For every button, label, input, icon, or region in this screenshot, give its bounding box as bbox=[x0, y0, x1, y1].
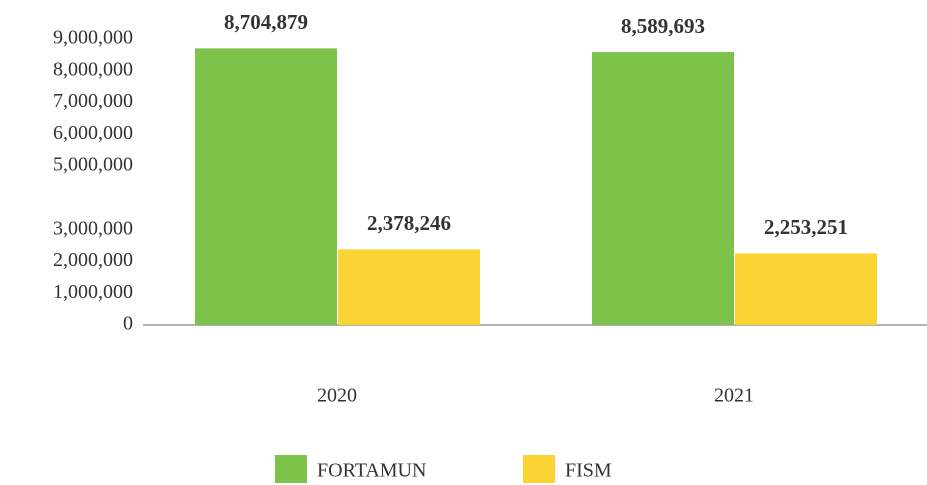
legend-swatch bbox=[275, 455, 307, 483]
bar bbox=[338, 249, 480, 325]
y-tick-label: 6,000,000 bbox=[53, 122, 133, 144]
y-tick-label: 8,000,000 bbox=[53, 58, 133, 80]
value-label: 2,378,246 bbox=[367, 211, 451, 235]
x-tick-label: 2020 bbox=[317, 385, 357, 407]
y-tick-label: 5,000,000 bbox=[53, 154, 133, 176]
value-label: 8,704,879 bbox=[224, 10, 308, 34]
legend-swatch bbox=[523, 455, 555, 483]
y-tick-label: 0 bbox=[123, 313, 133, 335]
y-tick-label: 1,000,000 bbox=[53, 281, 133, 303]
bar bbox=[195, 48, 337, 325]
value-label: 8,589,693 bbox=[621, 14, 705, 38]
y-tick-label: 9,000,000 bbox=[53, 27, 133, 49]
value-label: 2,253,251 bbox=[764, 215, 848, 239]
y-tick-label: 7,000,000 bbox=[53, 90, 133, 112]
legend-label: FORTAMUN bbox=[317, 460, 426, 482]
legend-label: FISM bbox=[565, 460, 612, 482]
y-tick-label: 2,000,000 bbox=[53, 249, 133, 271]
bar bbox=[735, 253, 877, 325]
bar bbox=[592, 52, 734, 326]
y-tick-label: 3,000,000 bbox=[53, 217, 133, 239]
x-tick-label: 2021 bbox=[714, 385, 754, 407]
